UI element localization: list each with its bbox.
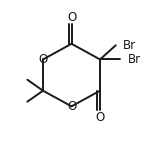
Text: Br: Br xyxy=(123,39,136,52)
Text: O: O xyxy=(38,53,48,66)
Text: O: O xyxy=(67,11,76,24)
Text: O: O xyxy=(95,111,105,124)
Text: O: O xyxy=(67,100,76,113)
Text: Br: Br xyxy=(128,53,141,66)
